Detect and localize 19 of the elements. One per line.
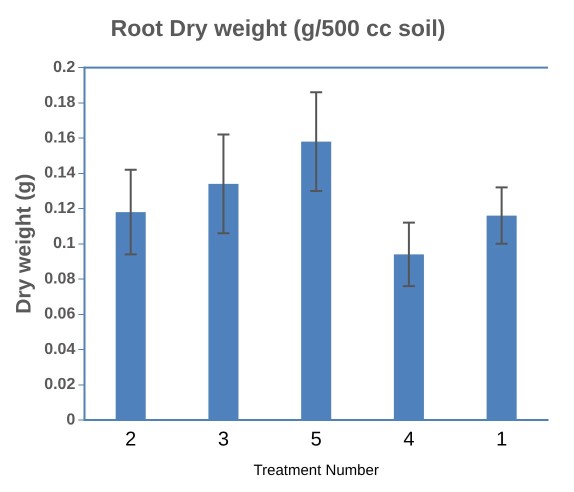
y-tick-label: 0.18 xyxy=(44,94,76,112)
y-tick-label: 0.2 xyxy=(53,59,76,76)
y-tick-label: 0.08 xyxy=(44,270,76,288)
x-tick-label: 5 xyxy=(310,428,322,451)
y-tick-label: 0.1 xyxy=(53,235,76,252)
y-axis-title: Dry weight (g) xyxy=(12,174,36,314)
y-tick-label: 0.12 xyxy=(44,200,76,217)
x-tick-label: 2 xyxy=(125,428,136,451)
y-tick-label: 0.02 xyxy=(44,376,76,394)
y-tick-label: 0.04 xyxy=(44,340,76,358)
y-tick-label: 0.06 xyxy=(44,306,76,323)
x-tick-label: 4 xyxy=(403,428,414,451)
x-tick-label: 1 xyxy=(496,428,508,451)
x-axis-title: Treatment Number xyxy=(254,462,379,480)
y-tick-label: 0.16 xyxy=(44,129,76,146)
x-tick-label: 3 xyxy=(218,428,229,451)
y-tick-label: 0.14 xyxy=(44,164,76,182)
y-tick-label: 0 xyxy=(66,411,76,428)
chart-title: Root Dry weight (g/500 cc soil) xyxy=(110,15,446,42)
